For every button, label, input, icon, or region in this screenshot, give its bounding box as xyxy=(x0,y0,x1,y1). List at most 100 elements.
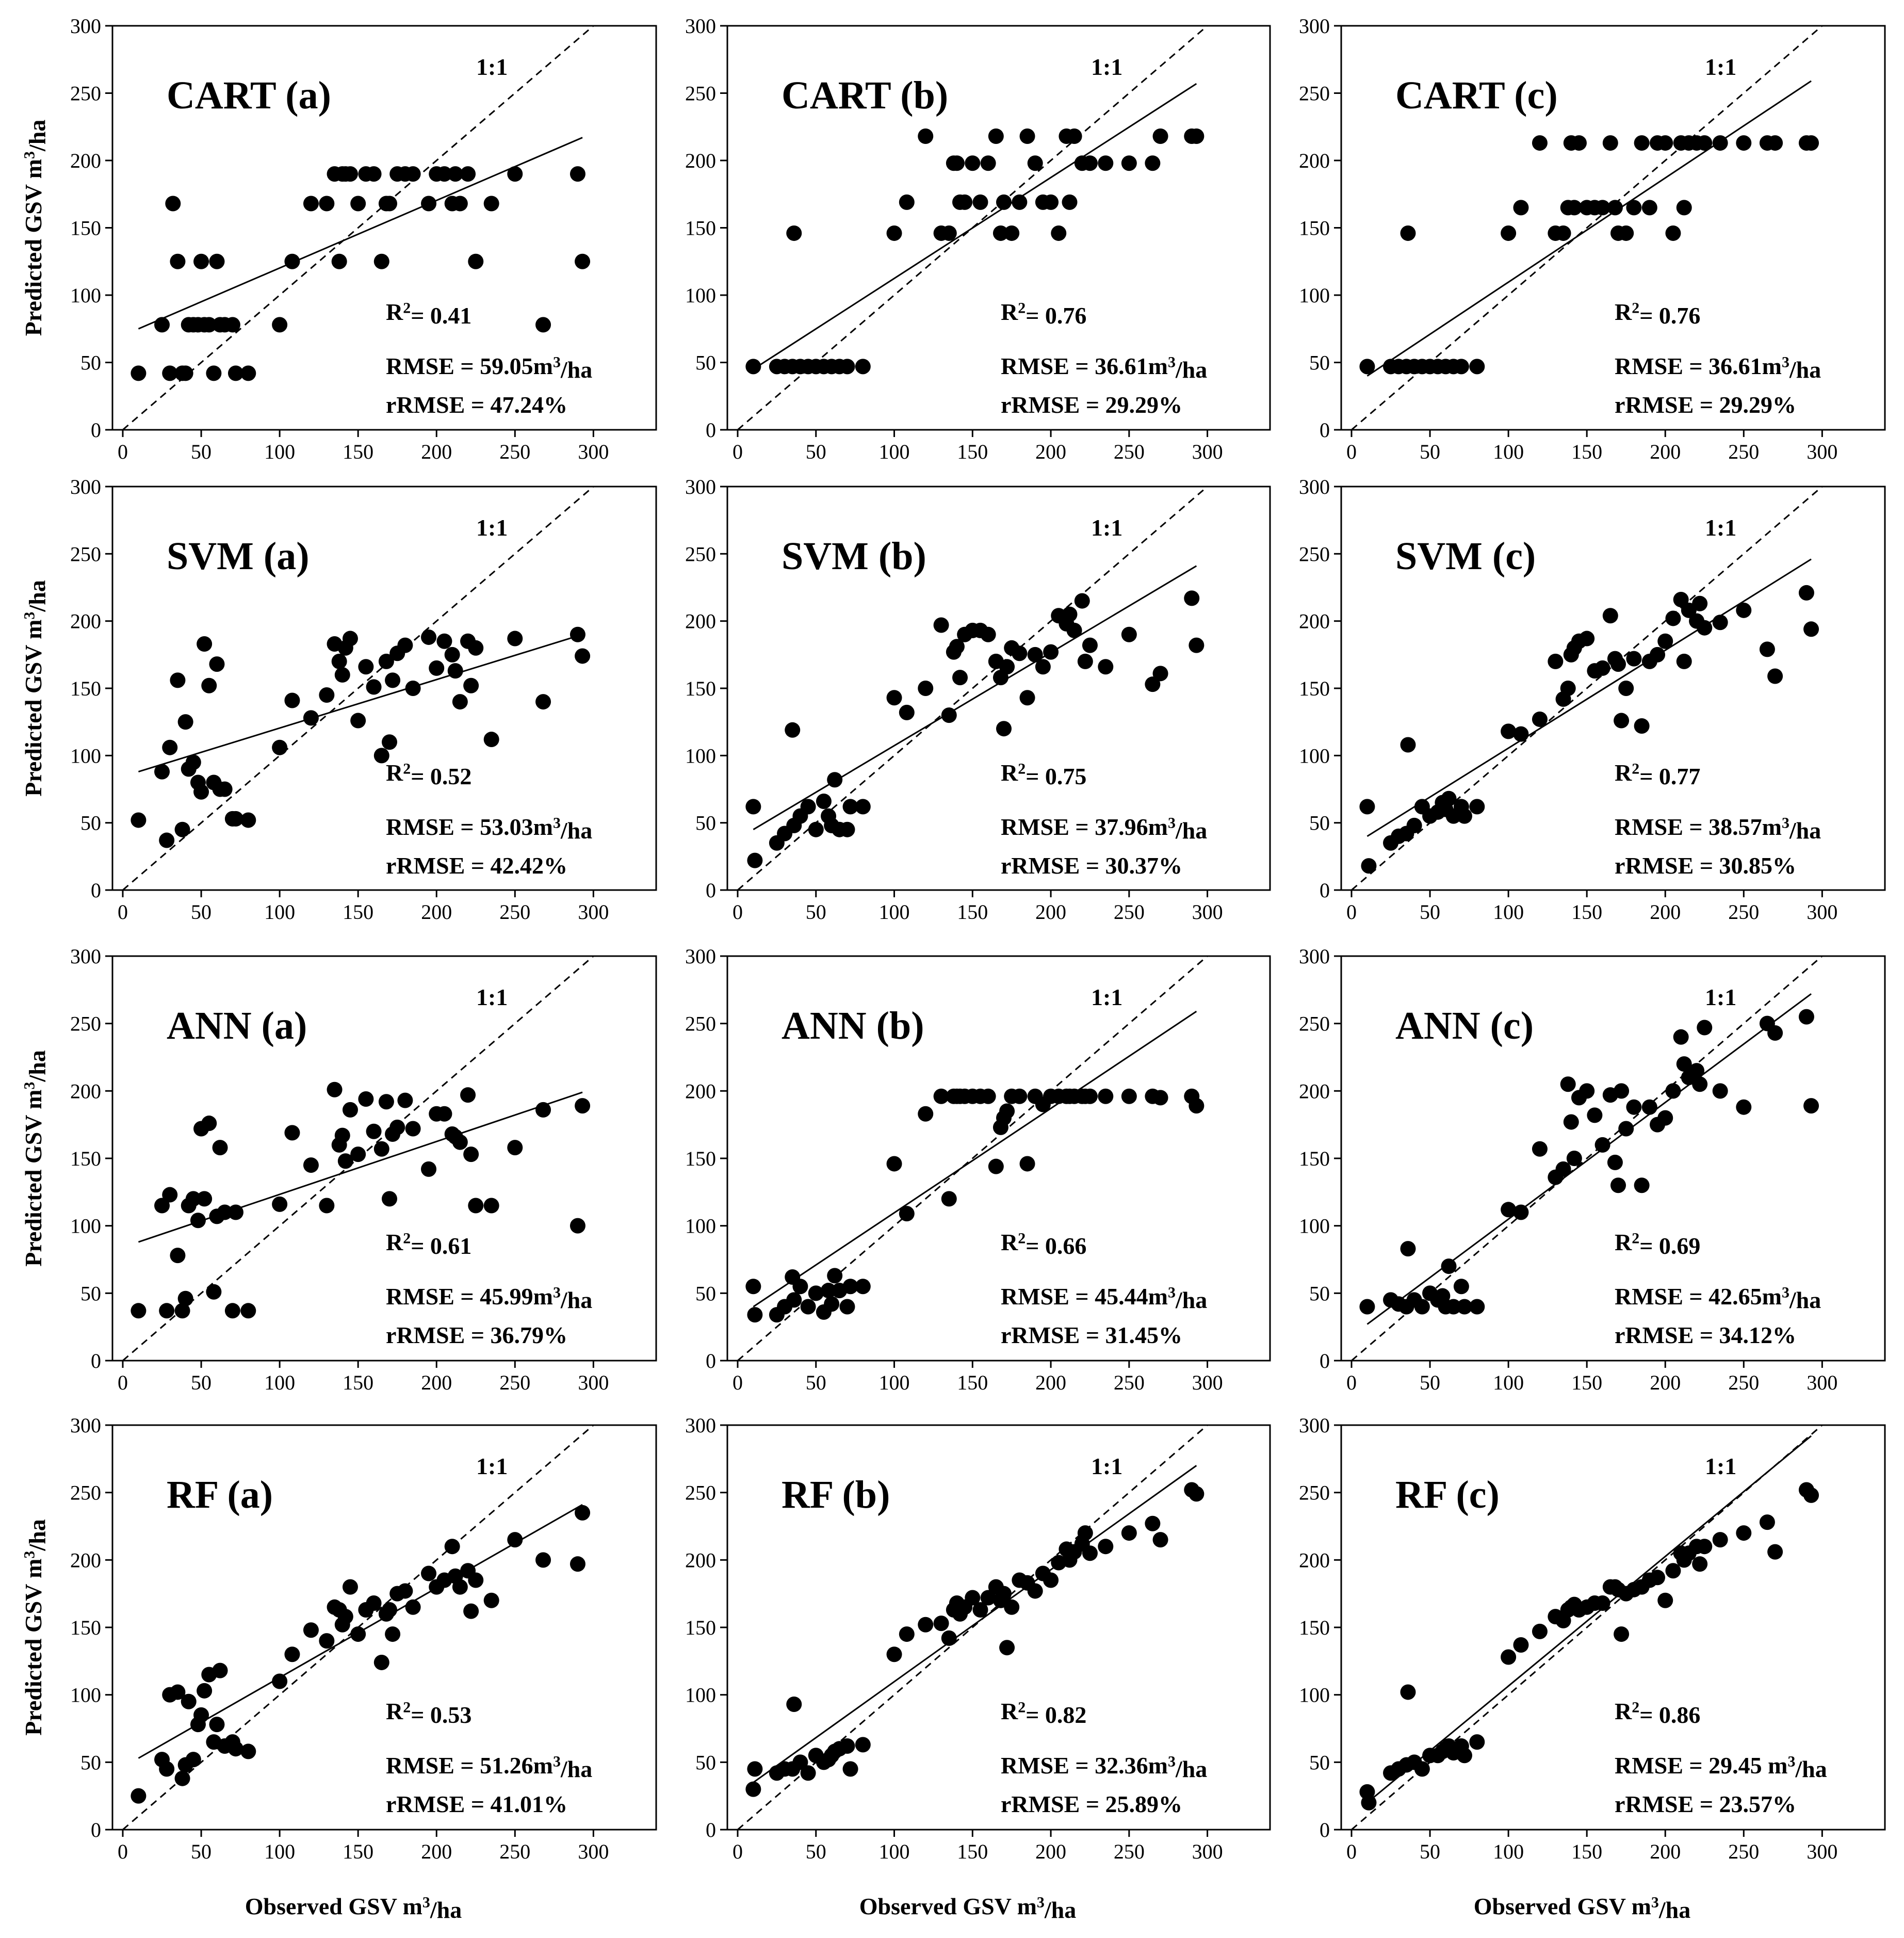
x-tick-label: 250 xyxy=(1114,1371,1145,1394)
data-point xyxy=(899,1626,915,1642)
x-axis-label: Observed GSV m3/ha xyxy=(1474,1893,1691,1923)
data-point xyxy=(1077,653,1093,669)
data-point xyxy=(1692,1556,1708,1572)
data-point xyxy=(350,1146,366,1162)
data-point xyxy=(808,1285,824,1301)
data-point xyxy=(1121,1088,1137,1104)
x-tick-label: 300 xyxy=(1192,900,1223,924)
data-point xyxy=(272,1196,288,1212)
one-to-one-label: 1:1 xyxy=(476,54,508,80)
data-point xyxy=(1189,128,1205,144)
data-point xyxy=(1798,585,1814,601)
rrmse: rRMSE = 23.57% xyxy=(1615,1791,1796,1817)
y-tick-label: 0 xyxy=(706,879,716,902)
data-point xyxy=(1712,1532,1728,1548)
rrmse: rRMSE = 34.12% xyxy=(1615,1322,1796,1348)
data-point xyxy=(1803,621,1819,637)
data-point xyxy=(1634,718,1650,734)
x-tick-label: 200 xyxy=(1035,1371,1066,1394)
data-point xyxy=(972,1602,988,1618)
y-tick-label: 100 xyxy=(70,1215,101,1238)
data-point xyxy=(1736,1099,1752,1115)
data-point xyxy=(382,734,397,750)
x-tick-label: 50 xyxy=(191,1840,211,1863)
y-tick-label: 100 xyxy=(70,1684,101,1707)
x-tick-label: 250 xyxy=(1728,440,1759,463)
data-point xyxy=(839,821,855,837)
data-point xyxy=(1602,608,1618,624)
data-point xyxy=(1082,155,1098,171)
rmse: RMSE = 42.65m3/ha xyxy=(1615,1283,1821,1313)
data-point xyxy=(468,1572,484,1588)
data-point xyxy=(575,253,591,269)
one-to-one-label: 1:1 xyxy=(476,1453,508,1479)
y-tick-label: 250 xyxy=(1299,542,1330,566)
y-tick-label: 0 xyxy=(91,1818,101,1842)
data-point xyxy=(1692,595,1708,611)
data-point xyxy=(1641,1099,1657,1115)
data-point xyxy=(1469,359,1485,375)
data-point xyxy=(1650,647,1666,663)
y-tick-label: 200 xyxy=(685,610,716,633)
data-point xyxy=(1626,1099,1642,1115)
data-point xyxy=(569,1556,585,1572)
data-point xyxy=(1453,359,1469,375)
data-point xyxy=(436,633,452,649)
panel-title: CART (b) xyxy=(782,74,948,117)
data-point xyxy=(1803,1098,1819,1114)
data-point xyxy=(1798,1009,1814,1025)
data-point xyxy=(1406,817,1422,833)
data-point xyxy=(949,155,965,171)
data-point xyxy=(319,1198,335,1214)
data-point xyxy=(1453,1279,1469,1295)
panel-title: SVM (a) xyxy=(167,535,310,578)
x-tick-label: 100 xyxy=(879,1840,910,1863)
data-point xyxy=(949,639,965,655)
data-point xyxy=(447,663,463,679)
data-point xyxy=(319,1633,335,1649)
data-point xyxy=(1189,1486,1205,1502)
r-squared: R2= 0.41 xyxy=(386,299,471,329)
x-tick-label: 100 xyxy=(1493,1371,1524,1394)
data-point xyxy=(1618,681,1634,696)
data-point xyxy=(1098,1539,1114,1555)
data-point xyxy=(999,1103,1015,1119)
regression-line xyxy=(753,1465,1197,1783)
data-point xyxy=(941,707,957,723)
rrmse: rRMSE = 31.45% xyxy=(1001,1322,1182,1348)
data-point xyxy=(952,670,968,686)
x-tick-label: 300 xyxy=(1192,1840,1223,1863)
rrmse: rRMSE = 36.79% xyxy=(386,1322,567,1348)
data-point xyxy=(1607,200,1623,216)
data-point xyxy=(154,317,170,333)
data-point xyxy=(1803,1487,1819,1503)
data-point xyxy=(201,317,217,333)
data-point xyxy=(965,1590,981,1606)
data-point xyxy=(382,1191,397,1207)
data-point xyxy=(1602,135,1618,151)
data-point xyxy=(1145,676,1161,692)
data-point xyxy=(747,1761,763,1777)
data-point xyxy=(1614,713,1630,729)
data-point xyxy=(1697,1539,1713,1555)
data-point xyxy=(240,1743,256,1759)
data-point xyxy=(1019,690,1035,706)
data-point xyxy=(1665,610,1681,626)
r-squared: R2= 0.82 xyxy=(1001,1698,1086,1728)
chart-panel-8: 0 50 100 150 200 250 300 0 50 100 150 200 250 300 ANN … xyxy=(685,945,1271,1394)
y-tick-label: 0 xyxy=(1320,1818,1330,1842)
y-tick-label: 300 xyxy=(70,475,101,498)
data-point xyxy=(1614,1626,1630,1642)
data-point xyxy=(1035,659,1051,675)
data-point xyxy=(405,1121,421,1137)
data-point xyxy=(1121,1525,1137,1541)
data-point xyxy=(385,672,401,688)
data-point xyxy=(405,681,421,696)
data-point xyxy=(1400,225,1416,241)
panel-title: RF (c) xyxy=(1395,1473,1500,1516)
data-point xyxy=(272,1673,288,1689)
y-tick-label: 100 xyxy=(685,284,716,307)
x-tick-label: 100 xyxy=(1493,1840,1524,1863)
data-point xyxy=(1027,155,1043,171)
x-tick-label: 0 xyxy=(118,1371,128,1394)
